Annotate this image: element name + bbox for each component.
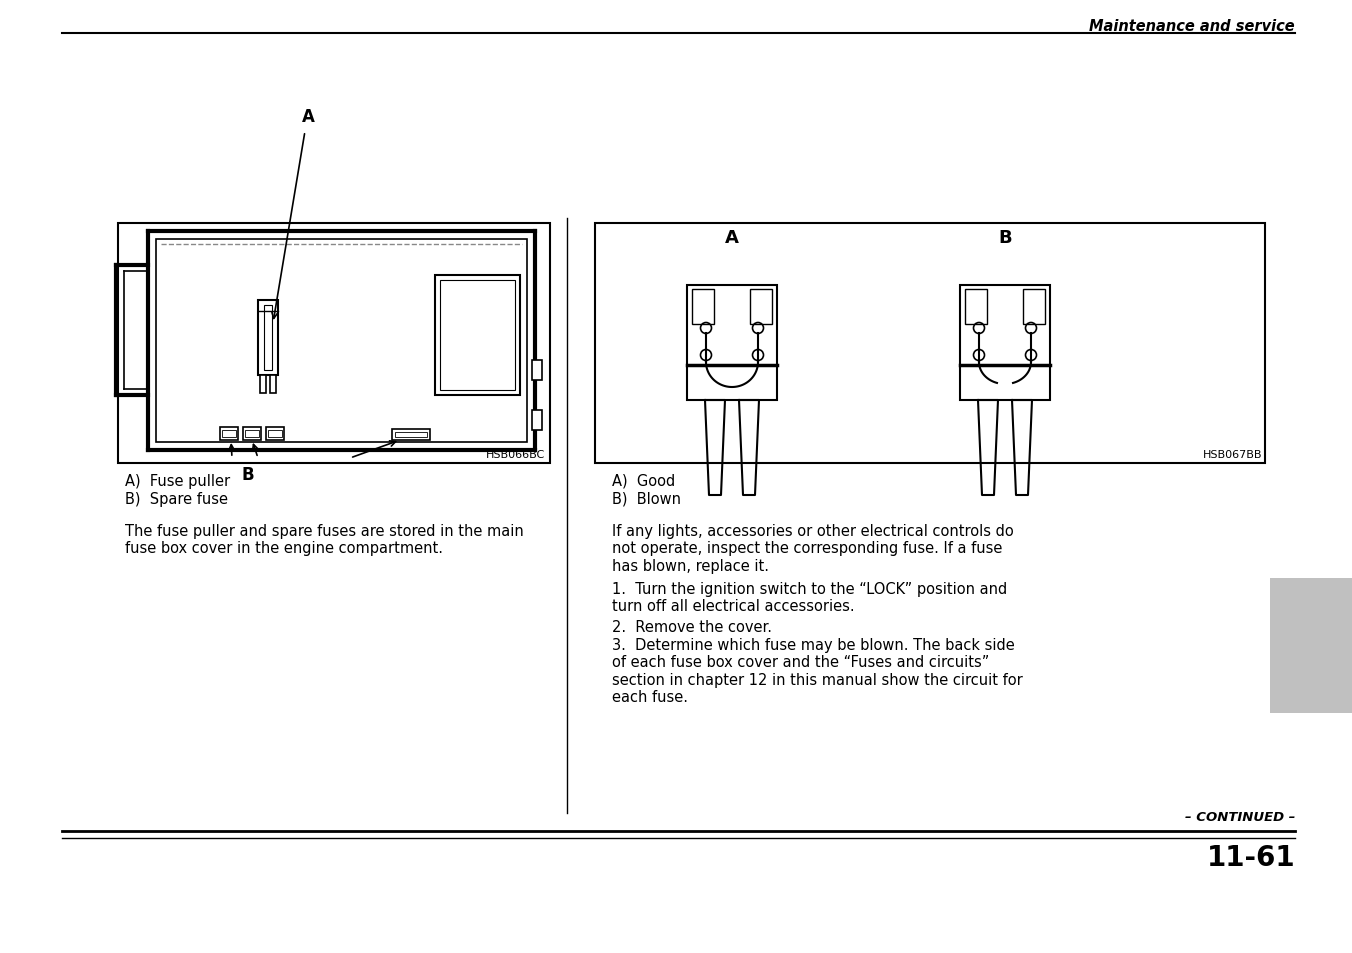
Text: A)  Fuse puller: A) Fuse puller: [124, 474, 230, 489]
Text: A)  Good: A) Good: [612, 474, 675, 489]
Text: B: B: [998, 229, 1011, 247]
Bar: [270, 375, 276, 394]
Bar: [687, 286, 777, 400]
Bar: [245, 431, 260, 437]
Bar: [1023, 290, 1045, 325]
Bar: [531, 360, 542, 380]
Text: 11-61: 11-61: [1206, 843, 1295, 871]
Text: HSB067BB: HSB067BB: [1202, 450, 1261, 459]
Bar: [258, 301, 279, 375]
Bar: [395, 433, 427, 437]
Bar: [439, 281, 515, 391]
Text: A: A: [301, 108, 315, 126]
Bar: [266, 428, 284, 440]
Bar: [118, 224, 550, 463]
Text: B)  Blown: B) Blown: [612, 492, 681, 506]
Bar: [392, 430, 430, 440]
Bar: [750, 290, 772, 325]
Bar: [595, 224, 1265, 463]
Text: HSB066BC: HSB066BC: [485, 450, 545, 459]
Bar: [1270, 578, 1352, 713]
Text: – CONTINUED –: – CONTINUED –: [1184, 810, 1295, 823]
Text: A: A: [725, 229, 740, 247]
Bar: [155, 240, 527, 442]
Bar: [965, 290, 987, 325]
Bar: [243, 428, 261, 440]
Bar: [222, 431, 237, 437]
Bar: [220, 428, 238, 440]
Text: 3.  Determine which fuse may be blown. The back side
of each fuse box cover and : 3. Determine which fuse may be blown. Th…: [612, 638, 1022, 704]
Text: If any lights, accessories or other electrical controls do
not operate, inspect : If any lights, accessories or other elec…: [612, 523, 1014, 573]
Bar: [435, 275, 521, 395]
Bar: [268, 431, 283, 437]
Text: 2.  Remove the cover.: 2. Remove the cover.: [612, 619, 772, 635]
Bar: [264, 306, 272, 371]
Text: 1.  Turn the ignition switch to the “LOCK” position and
turn off all electrical : 1. Turn the ignition switch to the “LOCK…: [612, 581, 1007, 614]
Text: B)  Spare fuse: B) Spare fuse: [124, 492, 228, 506]
Bar: [692, 290, 714, 325]
Text: Maintenance and service: Maintenance and service: [1090, 19, 1295, 34]
Text: The fuse puller and spare fuses are stored in the main
fuse box cover in the eng: The fuse puller and spare fuses are stor…: [124, 523, 523, 556]
Bar: [531, 411, 542, 431]
Bar: [960, 286, 1051, 400]
Text: B: B: [242, 465, 254, 483]
Bar: [260, 375, 266, 394]
